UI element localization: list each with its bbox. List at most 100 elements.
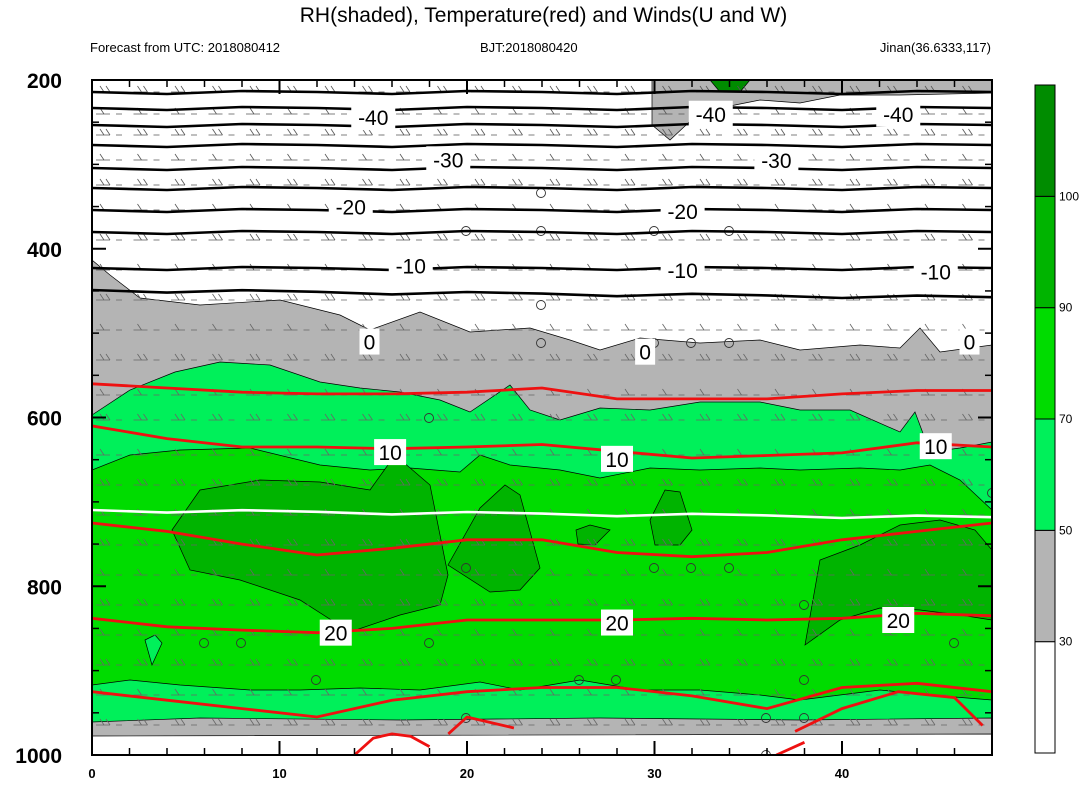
calm-wind-circle [686,338,696,348]
red-temperature-line [92,611,992,635]
wind-barb [846,178,872,186]
wind-barb [433,598,460,606]
wind-barb [733,413,760,421]
wind-barb [433,658,460,666]
wind-barb [133,153,160,161]
wind-barb [283,107,310,115]
wind-barb [846,658,872,666]
wind-barb [846,628,872,636]
wind-barb [96,293,122,301]
wind-barb [208,718,235,726]
contour-label-bg [959,328,980,355]
wind-barb [921,107,947,115]
wind-barb [321,718,347,726]
wind-barb [583,353,610,361]
wind-barb [358,718,385,726]
colorbar-box [1034,418,1056,531]
wind-barb [96,153,122,161]
wind-barb [508,598,535,606]
wind-barb [583,568,610,576]
wind-barb [133,568,160,576]
wind-barb [733,598,760,606]
wind-barb [133,628,160,636]
red-temperature-line [92,681,992,719]
wind-barb [696,688,722,696]
wind-barb [208,688,235,696]
contour-label: -10 [396,256,426,279]
wind-barb [658,178,685,186]
wind-barb [883,568,910,576]
wind-barb [171,388,197,396]
wind-barb [396,413,422,421]
wind-barb [283,658,310,666]
wind-barb [321,568,347,576]
contour-label: 0 [364,332,376,355]
contour-label: 20 [324,623,347,646]
wind-barb [396,718,422,726]
wind-barb [808,478,835,486]
wind-barb [396,478,422,486]
x-tick-label: 30 [647,766,661,781]
wind-barb [171,353,197,361]
wind-barb [546,598,572,606]
wind-barb [133,353,160,361]
wind-barb [583,128,610,136]
wind-barb [321,448,347,456]
red-temperature-line [794,690,984,733]
wind-barb [321,323,347,331]
black-contour-line [92,185,992,192]
wind-barb [471,353,497,361]
calm-wind-circle [574,675,584,685]
wind-barb [171,598,197,606]
wind-barb [133,448,160,456]
contour-label-bg [374,439,407,466]
wind-barb [883,478,910,486]
wind-barb [696,448,722,456]
wind-barb [621,413,647,421]
wind-barb [583,598,610,606]
red-temperature-line [92,424,992,460]
wind-barb [696,353,722,361]
wind-barb [433,323,460,331]
wind-barb [846,718,872,726]
wind-barb [883,178,910,186]
wind-barb [883,538,910,546]
wind-barb [246,153,272,161]
wind-barb [696,718,722,726]
wind-barb [771,128,797,136]
wind-barb [921,353,947,361]
wind-barb [208,413,235,421]
wind-barb [958,448,985,456]
wind-barb [958,568,985,576]
wind-barb [621,598,647,606]
wind-barb [208,233,235,241]
wind-barb [958,153,985,161]
wind-barb [433,413,460,421]
colorbar-box [1034,529,1056,643]
wind-barb [471,628,497,636]
wind-barb [658,598,685,606]
wind-barb [246,128,272,136]
calm-wind-circle [424,413,434,423]
colorbar-label: 100 [1059,189,1079,203]
wind-barb [358,293,385,301]
wind-barb [321,293,347,301]
wind-barb [133,598,160,606]
wind-barb [771,688,797,696]
wind-barb [433,478,460,486]
wind-barb [621,153,647,161]
wind-barb [321,598,347,606]
calm-wind-circle [461,563,471,573]
wind-barb [733,688,760,696]
wind-barb [171,293,197,301]
wind-barb [546,128,572,136]
wind-barb [396,628,422,636]
wind-barb [733,233,760,241]
wind-barb [358,233,385,241]
wind-barb [96,658,122,666]
wind-barb [96,568,122,576]
x-tick-label: 0 [88,766,95,781]
wind-barb [546,323,572,331]
